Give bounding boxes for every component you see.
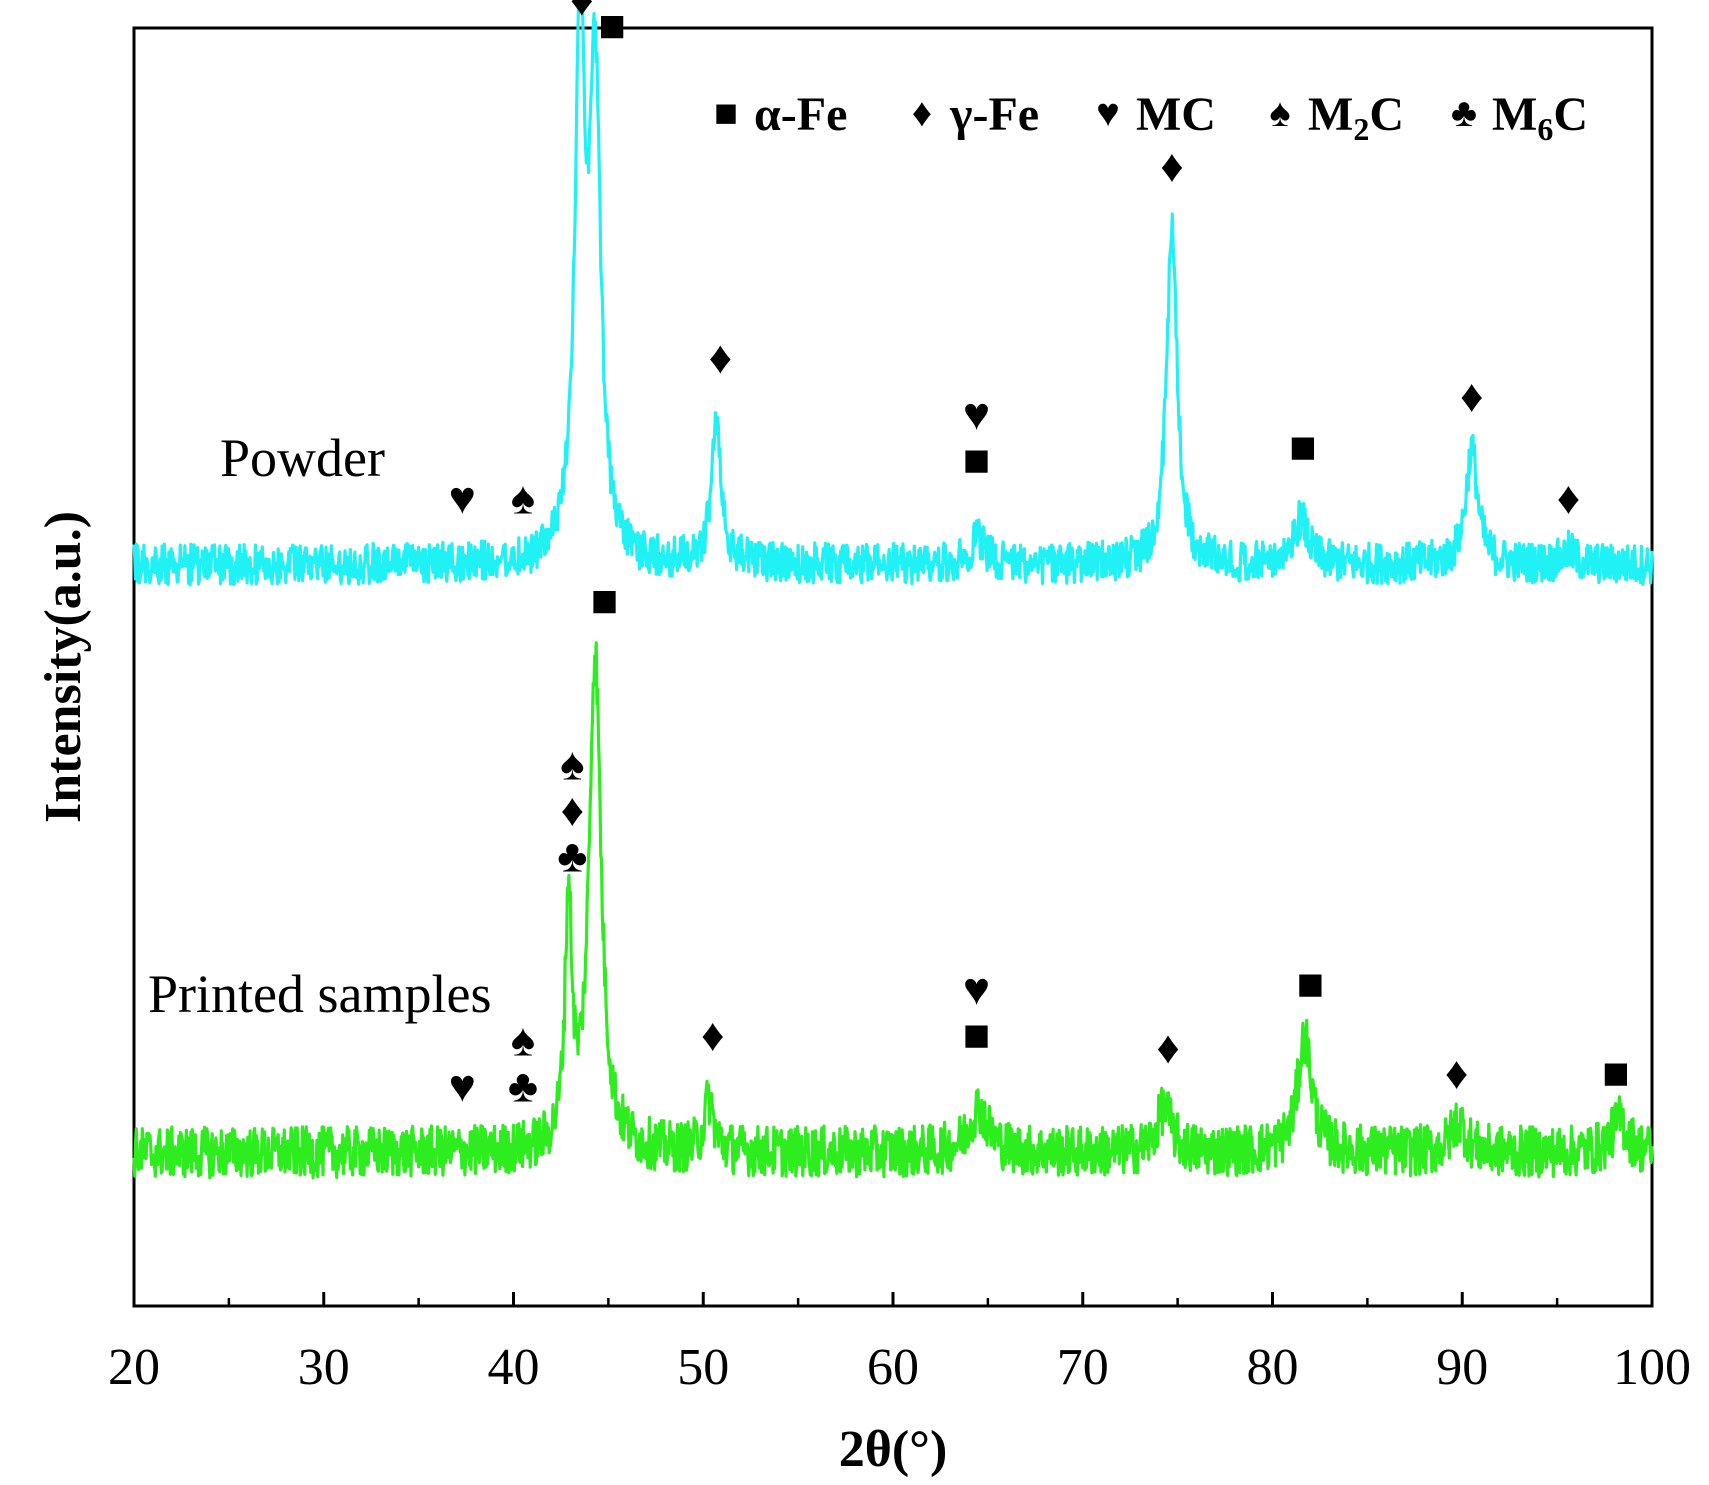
plot-frame xyxy=(132,26,1654,1308)
marker-alpha-fe: ■ xyxy=(1297,958,1325,1009)
legend-label-mc: MC xyxy=(1136,88,1216,141)
marker-gamma-fe: ♦ xyxy=(709,332,732,383)
marker-gamma-fe: ♦ xyxy=(561,784,584,835)
x-tick-label: 50 xyxy=(677,1339,729,1396)
x-tick-label: 70 xyxy=(1057,1339,1109,1396)
marker-alpha-fe: ■ xyxy=(1602,1048,1630,1099)
x-tick-label: 20 xyxy=(108,1339,160,1396)
legend-label-gamma-fe: γ-Fe xyxy=(949,88,1039,141)
legend: ■ α-Fe ♦ γ-Fe ♥ MC ♠ M2C ♣ M6C xyxy=(714,88,1588,147)
legend-label-m6c: M6C xyxy=(1492,88,1588,147)
legend-label-m2c: M2C xyxy=(1308,88,1404,147)
x-tick-label: 90 xyxy=(1436,1339,1488,1396)
legend-symbol-m2c: ♠ xyxy=(1269,90,1290,135)
x-tick-label: 80 xyxy=(1247,1339,1299,1396)
x-tick-label: 40 xyxy=(488,1339,540,1396)
marker-gamma-fe: ♦ xyxy=(1445,1048,1468,1099)
x-axis-ticks: 20 30 40 50 60 70 80 90 100 xyxy=(108,1292,1691,1396)
marker-alpha-fe: ■ xyxy=(963,434,991,485)
x-axis-title: 2θ(°) xyxy=(839,1421,948,1478)
marker-mc: ♥ xyxy=(963,963,990,1014)
marker-alpha-fe: ■ xyxy=(1289,422,1317,473)
marker-alpha-fe: ■ xyxy=(591,575,619,626)
marker-alpha-fe: ■ xyxy=(598,0,626,51)
marker-m6c: ♣ xyxy=(557,830,587,881)
sample-label-powder: Powder xyxy=(220,428,385,488)
marker-m2c: ♠ xyxy=(511,473,535,524)
marker-alpha-fe: ■ xyxy=(963,1009,991,1060)
marker-gamma-fe: ♦ xyxy=(1460,370,1483,421)
legend-symbol-m6c: ♣ xyxy=(1451,90,1477,135)
marker-gamma-fe: ♦ xyxy=(1160,140,1183,191)
legend-label-alpha-fe: α-Fe xyxy=(754,88,847,141)
x-tick-label: 100 xyxy=(1613,1339,1691,1396)
legend-symbol-gamma-fe: ♦ xyxy=(912,90,932,135)
marker-m6c: ♣ xyxy=(508,1061,538,1112)
marker-mc: ♥ xyxy=(449,473,476,524)
marker-gamma-fe: ♦ xyxy=(1557,473,1580,524)
sample-label-printed: Printed samples xyxy=(148,964,491,1024)
legend-symbol-alpha-fe: ■ xyxy=(714,90,738,135)
series-line-powder xyxy=(132,0,1654,587)
marker-gamma-fe: ♦ xyxy=(1156,1022,1179,1073)
legend-symbol-mc: ♥ xyxy=(1096,90,1120,135)
series-line-printed xyxy=(132,641,1654,1180)
marker-m2c: ♠ xyxy=(511,1015,535,1066)
marker-gamma-fe: ♦ xyxy=(701,1009,724,1060)
x-tick-label: 60 xyxy=(867,1339,919,1396)
series-curves xyxy=(132,0,1654,1180)
marker-gamma-fe: ♦ xyxy=(570,0,593,25)
phase-markers: ♥♠♠♦■♦♥■♦■♦♦♥♠♣♠♦♣■♦♥■♦■♦■ xyxy=(449,0,1630,1112)
marker-mc: ♥ xyxy=(449,1061,476,1112)
marker-mc: ♥ xyxy=(963,388,990,439)
x-tick-label: 30 xyxy=(298,1339,350,1396)
y-axis-title: Intensity(a.u.) xyxy=(35,511,92,823)
marker-m2c: ♠ xyxy=(560,738,584,789)
